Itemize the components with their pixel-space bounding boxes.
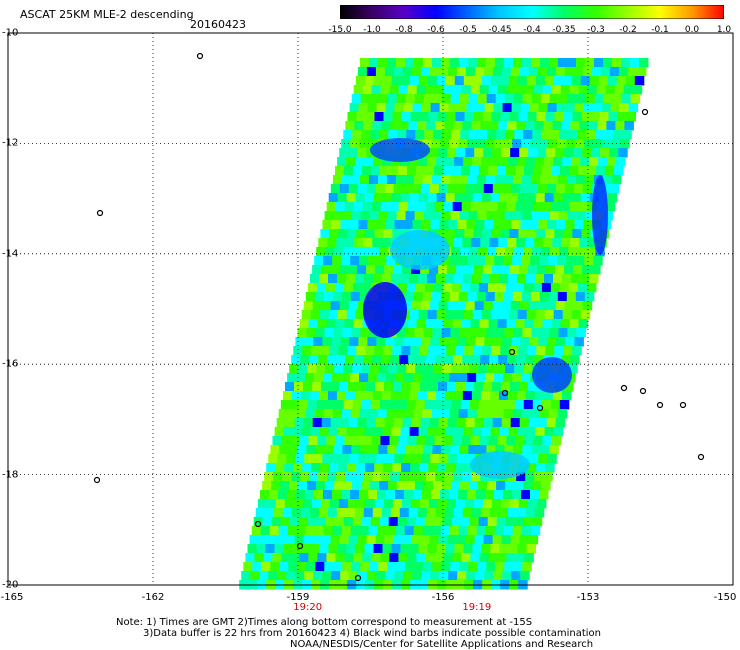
colorbar-tick-label: -0.2 xyxy=(619,25,637,35)
colorbar-tick-label: -0.6 xyxy=(427,25,445,35)
low-value-region xyxy=(370,138,430,162)
island-icon xyxy=(96,209,104,217)
map-title: ASCAT 25KM MLE-2 descending xyxy=(20,8,194,21)
longitude-label: -159 xyxy=(286,592,310,603)
map-date: 20160423 xyxy=(190,18,246,31)
latitude-label: -18 xyxy=(2,469,19,481)
low-value-region xyxy=(363,282,407,338)
island-icon xyxy=(641,108,649,116)
colorbar-tick-label: -0.5 xyxy=(459,25,477,35)
island-icon xyxy=(296,542,304,550)
colorbar-gradient xyxy=(340,5,724,19)
colorbar-tick-label: -0.3 xyxy=(587,25,605,35)
latitude-label: -16 xyxy=(2,358,19,370)
island-outlines xyxy=(93,52,705,582)
island-icon xyxy=(620,384,628,392)
island-icon xyxy=(679,401,687,409)
note-line-2: 3)Data buffer is 22 hrs from 20160423 4)… xyxy=(143,628,601,639)
latitude-label: -20 xyxy=(2,579,19,591)
island-icon xyxy=(508,348,516,356)
island-icon xyxy=(254,520,262,528)
island-icon xyxy=(697,453,705,461)
island-icon xyxy=(656,401,664,409)
colorbar-tick-label: -15.0 xyxy=(328,25,352,35)
graticule xyxy=(8,33,733,585)
island-icon xyxy=(354,574,362,582)
colorbar-tick-label: -0.4 xyxy=(523,25,541,35)
note-line-3: NOAA/NESDIS/Center for Satellite Applica… xyxy=(290,639,594,650)
latitude-label: -10 xyxy=(2,27,19,39)
time-label: 19:19 xyxy=(462,602,492,613)
time-label: 19:20 xyxy=(293,602,323,613)
low-value-region xyxy=(532,357,572,393)
colorbar-tick-label: -0.45 xyxy=(488,25,512,35)
island-icon xyxy=(93,476,101,484)
low-value-region xyxy=(592,175,608,255)
colorbar xyxy=(340,5,724,19)
longitude-label: -156 xyxy=(431,592,455,603)
latitude-label: -14 xyxy=(2,248,19,260)
note-line-1: Note: 1) Times are GMT 2)Times along bot… xyxy=(116,617,533,628)
island-icon xyxy=(501,389,509,397)
longitude-label: -153 xyxy=(576,592,600,603)
low-value-region xyxy=(390,230,450,270)
island-icon xyxy=(536,404,544,412)
colorbar-tick-label: -0.8 xyxy=(395,25,413,35)
colorbar-tick-label: 1.0 xyxy=(716,25,732,35)
colorbar-tick-label: -0.1 xyxy=(651,25,669,35)
colorbar-tick-label: -0.35 xyxy=(552,25,576,35)
latitude-label: -12 xyxy=(2,137,19,149)
low-value-region xyxy=(470,451,530,479)
longitude-label: -165 xyxy=(0,592,24,603)
island-icon xyxy=(639,387,647,395)
longitude-label: -162 xyxy=(141,592,165,603)
longitude-label: -150 xyxy=(713,592,737,603)
colorbar-tick-label: -1.0 xyxy=(363,25,381,35)
island-icon xyxy=(196,52,204,60)
scatterometer-swath xyxy=(239,58,649,590)
colorbar-tick-label: 0.0 xyxy=(684,25,700,35)
map-frame xyxy=(7,32,734,586)
